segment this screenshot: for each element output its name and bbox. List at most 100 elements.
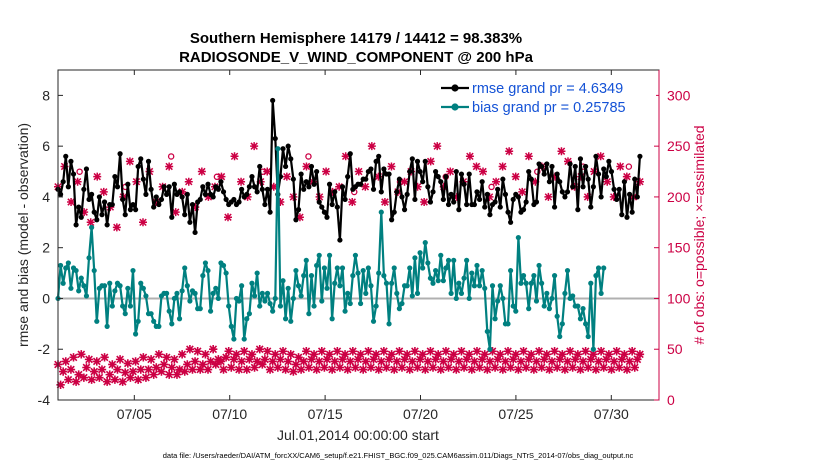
obs-lower-marker [273, 363, 283, 372]
rmse-point [541, 171, 547, 177]
obs-lower-marker [568, 363, 577, 372]
obs-lower-marker [152, 363, 161, 372]
obs-lower-marker [573, 350, 583, 359]
obs-lower-marker [304, 363, 314, 372]
rmse-point [295, 207, 302, 213]
rmse-point [559, 189, 565, 195]
obs-lower-marker [431, 355, 440, 364]
obs-lower-marker [255, 345, 264, 354]
obs-lower-marker [428, 363, 438, 372]
obs-upper-marker [524, 152, 533, 161]
rmse-point [471, 201, 477, 208]
rmse-point [585, 176, 591, 182]
obs-upper-marker [380, 198, 389, 206]
obs-lower-marker [483, 365, 492, 374]
obs-lower-marker [131, 357, 140, 366]
obs-lower-marker [630, 363, 639, 372]
obs-lower-marker [529, 365, 539, 374]
y-tick-label-right: 200 [667, 189, 691, 205]
obs-lower-marker [167, 363, 176, 372]
obs-possible-circle [488, 183, 495, 191]
rmse-point [91, 209, 97, 215]
obs-lower-marker [552, 363, 562, 372]
bias-point [202, 260, 209, 266]
rmse-point [551, 204, 558, 210]
rmse-point [386, 171, 392, 177]
rmse-point [306, 184, 312, 190]
obs-lower-marker [325, 350, 334, 359]
bias-point [259, 290, 265, 296]
rmse-point [505, 209, 511, 215]
rmse-point [303, 179, 309, 185]
y-tick-label-right: 0 [667, 392, 675, 408]
bias-point [435, 278, 441, 284]
bias-point [458, 290, 465, 296]
rmse-point [347, 151, 353, 157]
bias-point [143, 293, 149, 299]
bias-point [345, 290, 351, 296]
obs-lower-marker [532, 357, 541, 366]
bias-point [241, 336, 247, 342]
obs-lower-marker [340, 350, 350, 359]
obs-lower-marker [338, 355, 347, 364]
bias-point [324, 285, 330, 291]
bias-point [332, 280, 338, 286]
obs-lower-marker [366, 363, 376, 372]
x-tick-label: 07/30 [594, 406, 629, 422]
obs-lower-marker [201, 350, 210, 359]
rmse-point [376, 153, 382, 159]
rmse-point [357, 181, 364, 187]
bias-point [433, 267, 439, 274]
bias-point [492, 316, 498, 322]
bias-point [301, 273, 307, 279]
bias-point [549, 295, 555, 302]
bias-point [334, 265, 340, 271]
rmse-point [456, 207, 462, 213]
rmse-point [448, 191, 454, 197]
rmse-point [575, 207, 581, 213]
rmse-point [122, 212, 128, 218]
obs-lower-marker [322, 355, 332, 364]
obs-lower-marker [227, 363, 236, 372]
obs-lower-marker [330, 357, 339, 366]
obs-lower-marker [627, 347, 637, 356]
obs-lower-marker [237, 357, 246, 366]
bias-point [280, 278, 286, 284]
obs-upper-marker [498, 162, 507, 171]
rmse-point [239, 186, 245, 192]
rmse-point [319, 204, 325, 210]
obs-upper-marker [465, 152, 474, 161]
obs-lower-marker [594, 357, 603, 366]
obs-lower-marker [240, 347, 249, 356]
obs-lower-marker [395, 347, 404, 356]
rmse-point [99, 212, 105, 218]
obs-upper-marker [80, 208, 89, 217]
obs-lower-marker [281, 365, 290, 374]
bias-point [357, 300, 364, 307]
legend-box [438, 78, 656, 118]
obs-lower-marker [426, 347, 435, 356]
x-tick-label: 07/15 [308, 406, 343, 422]
bias-point [176, 316, 183, 322]
obs-lower-marker [542, 350, 552, 359]
obs-lower-marker [353, 355, 363, 364]
bias-point [293, 267, 299, 274]
rmse-point [577, 156, 584, 162]
bias-point [166, 308, 172, 314]
rmse-point [404, 191, 410, 197]
rmse-point [329, 201, 335, 208]
rmse-point [492, 199, 498, 205]
bias-point [577, 316, 584, 322]
bias-point [438, 252, 444, 258]
obs-lower-marker [496, 350, 505, 359]
obs-upper-marker [184, 177, 193, 186]
obs-lower-marker [449, 350, 458, 359]
obs-upper-marker [217, 172, 226, 181]
bias-point [479, 267, 485, 274]
y-tick-label-left: -2 [38, 341, 51, 357]
rmse-point [606, 158, 612, 164]
chart-title-line1: Southern Hemisphere 14179 / 14412 = 98.3… [190, 30, 522, 47]
bias-point [329, 316, 335, 322]
obs-lower-marker [302, 347, 311, 356]
